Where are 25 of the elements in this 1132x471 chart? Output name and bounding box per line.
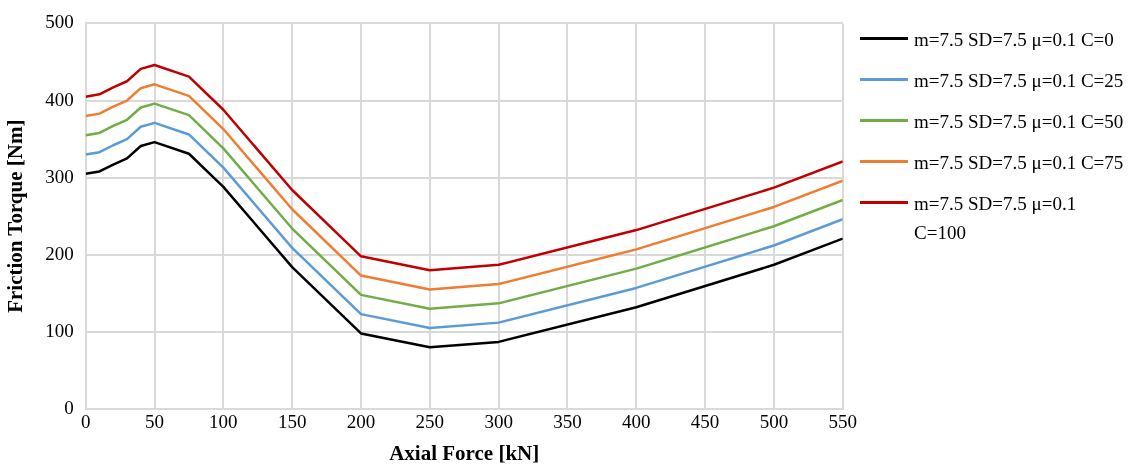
x-tick-label: 450 xyxy=(690,411,720,433)
y-tick-label: 400 xyxy=(45,88,74,110)
x-tick-label: 500 xyxy=(759,411,789,433)
legend-label: m=7.5 SD=7.5 μ=0.1 C=25 xyxy=(914,69,1124,93)
x-axis-title: Axial Force [kN] xyxy=(389,440,540,465)
x-tick-label: 0 xyxy=(80,411,91,433)
x-tick-label: 350 xyxy=(553,411,582,433)
legend-label: m=7.5 SD=7.5 μ=0.1 C=0 xyxy=(914,28,1114,52)
y-axis-title: Friction Torque [Nm] xyxy=(3,119,28,313)
x-tick-label: 250 xyxy=(415,411,445,433)
y-tick-label: 300 xyxy=(45,165,74,187)
y-tick-label: 200 xyxy=(45,242,74,264)
x-tick-label: 550 xyxy=(828,411,857,433)
x-tick-label: 150 xyxy=(277,411,307,433)
legend-label: m=7.5 SD=7.5 μ=0.1 C=75 xyxy=(914,151,1124,175)
x-tick-label: 200 xyxy=(346,411,376,433)
y-tick-label: 500 xyxy=(45,11,74,33)
legend-label: m=7.5 SD=7.5 μ=0.1 C=100 xyxy=(914,192,1078,245)
y-tick-label: 0 xyxy=(64,396,74,418)
x-tick-label: 50 xyxy=(145,411,165,433)
legend-label: m=7.5 SD=7.5 μ=0.1 C=50 xyxy=(914,110,1124,134)
y-tick-label: 100 xyxy=(45,319,74,341)
x-tick-label: 300 xyxy=(484,411,513,433)
x-tick-label: 400 xyxy=(622,411,651,433)
x-tick-label: 100 xyxy=(209,411,238,433)
